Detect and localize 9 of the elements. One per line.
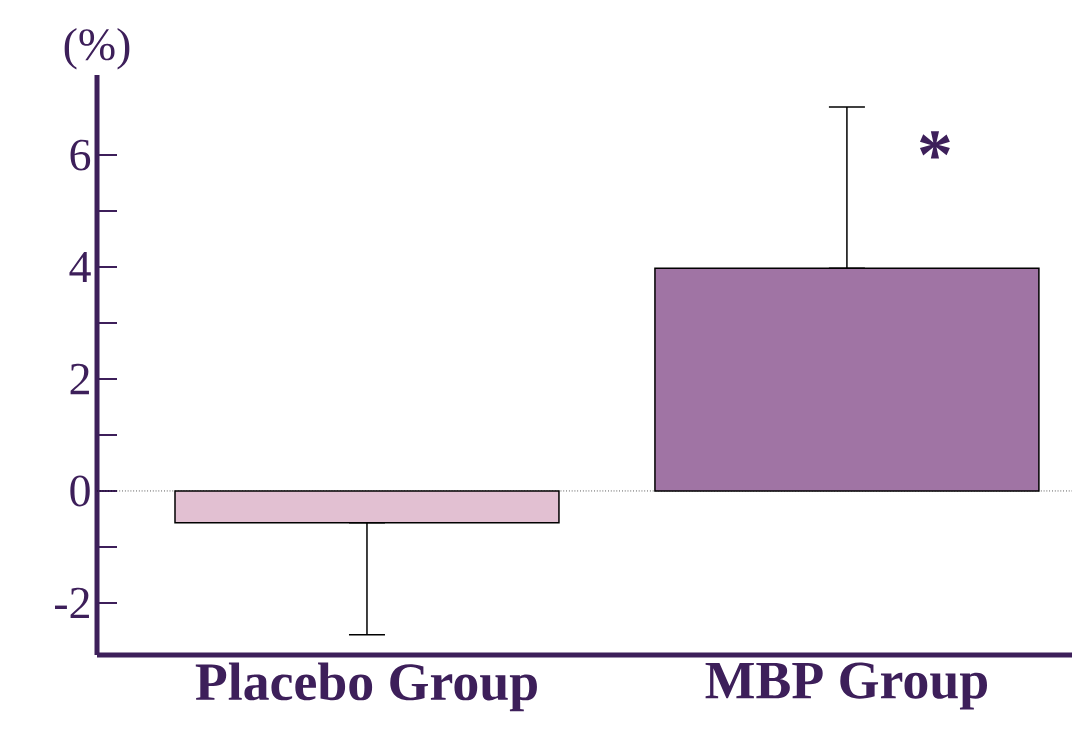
x-tick-label: MBP Group xyxy=(705,662,987,710)
y-tick-label: 4 xyxy=(69,251,91,283)
y-tick-label: 6 xyxy=(70,139,91,171)
y-tick-label: 2 xyxy=(70,363,89,395)
annotation: * xyxy=(919,131,950,159)
y-tick-label: 0 xyxy=(70,475,90,507)
y-axis-title: (%) xyxy=(64,27,130,70)
y-tick-label: -2 xyxy=(55,587,89,619)
x-tick-label: Placebo Group xyxy=(195,662,537,712)
